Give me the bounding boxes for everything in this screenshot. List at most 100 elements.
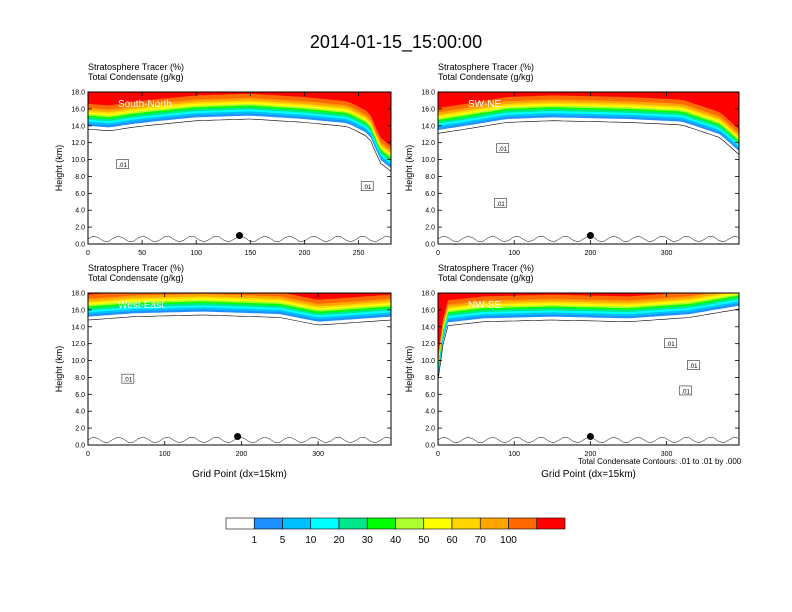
plot-frame bbox=[87, 292, 392, 446]
contour-label-box bbox=[121, 373, 135, 384]
y-tick-label: 18.0 bbox=[71, 291, 85, 298]
y-tick-label: 6.0 bbox=[425, 392, 435, 399]
x-tick-label: 150 bbox=[244, 250, 256, 257]
colorbar-label: 70 bbox=[475, 535, 487, 546]
y-axis-label: Height (km) bbox=[404, 145, 414, 192]
x-tick-label: 200 bbox=[585, 250, 597, 257]
contour-label: .01 bbox=[499, 147, 508, 153]
colorbar-label: 50 bbox=[418, 535, 430, 546]
y-axis-label: Height (km) bbox=[404, 346, 414, 393]
panel-3: Stratosphere Tracer (%)Total Condensate … bbox=[54, 263, 392, 480]
y-tick-label: 0.0 bbox=[75, 242, 85, 249]
x-tick-label: 200 bbox=[236, 451, 248, 458]
x-axis-label: Grid Point (dx=15km) bbox=[541, 469, 636, 480]
colorbar-swatch bbox=[253, 517, 283, 530]
y-tick-label: 10.0 bbox=[421, 358, 435, 365]
y-tick-label: 14.0 bbox=[421, 324, 435, 331]
colorbar-swatch bbox=[225, 517, 255, 530]
contour-label-box bbox=[687, 360, 700, 370]
y-tick-label: 18.0 bbox=[421, 90, 435, 97]
colorbar-swatch bbox=[338, 517, 368, 530]
y-tick-label: 10.0 bbox=[421, 157, 435, 164]
contour-label-box bbox=[496, 143, 510, 153]
condensate-contour bbox=[438, 308, 739, 381]
x-tick-label: 200 bbox=[299, 250, 311, 257]
x-tick-label: 0 bbox=[86, 451, 90, 458]
y-tick-label: 4.0 bbox=[75, 409, 85, 416]
y-tick-label: 0.0 bbox=[425, 443, 435, 450]
panel-4: Stratosphere Tracer (%)Total Condensate … bbox=[404, 263, 740, 480]
y-tick-label: 6.0 bbox=[425, 191, 435, 198]
colorbar-swatch bbox=[479, 517, 509, 530]
panel-header-tracer: Stratosphere Tracer (%) bbox=[88, 62, 184, 72]
tracer-field bbox=[438, 293, 739, 444]
y-tick-label: 4.0 bbox=[425, 208, 435, 215]
y-tick-label: 2.0 bbox=[425, 225, 435, 232]
x-tick-label: 0 bbox=[86, 250, 90, 257]
contour-label: .01 bbox=[118, 163, 127, 169]
panel-header-tracer: Stratosphere Tracer (%) bbox=[438, 62, 534, 72]
colorbar-label: 40 bbox=[390, 535, 402, 546]
y-axis-label: Height (km) bbox=[54, 145, 64, 192]
y-tick-label: 16.0 bbox=[71, 307, 85, 314]
x-tick-label: 100 bbox=[508, 250, 520, 257]
panel-label: West-East bbox=[118, 300, 164, 311]
y-tick-label: 10.0 bbox=[71, 358, 85, 365]
tracer-band bbox=[438, 293, 739, 360]
panel-header-condensate: Total Condensate (g/kg) bbox=[438, 273, 534, 283]
x-tick-label: 0 bbox=[436, 250, 440, 257]
x-tick-label: 0 bbox=[436, 451, 440, 458]
y-tick-label: 12.0 bbox=[421, 140, 435, 147]
y-tick-label: 0.0 bbox=[425, 242, 435, 249]
x-tick-label: 100 bbox=[508, 451, 520, 458]
colorbar-swatch bbox=[451, 517, 481, 530]
tracer-field bbox=[88, 293, 391, 444]
condensate-contour bbox=[88, 118, 391, 172]
panel-2: Stratosphere Tracer (%)Total Condensate … bbox=[404, 62, 740, 257]
colorbar-label: 20 bbox=[333, 535, 345, 546]
figure-title: 2014-01-15_15:00:00 bbox=[309, 32, 483, 52]
plot-frame bbox=[87, 91, 392, 245]
y-tick-label: 2.0 bbox=[425, 426, 435, 433]
plot-frame bbox=[437, 91, 740, 245]
colorbar-label: 30 bbox=[362, 535, 374, 546]
contour-label: .01 bbox=[666, 342, 675, 348]
colorbar-label: 1 bbox=[251, 535, 257, 546]
contour-label: .01 bbox=[124, 378, 133, 384]
condensate-contour bbox=[88, 314, 391, 326]
tracer-band bbox=[88, 293, 391, 300]
y-tick-label: 0.0 bbox=[75, 443, 85, 450]
contour-label-box bbox=[494, 198, 507, 208]
y-tick-label: 12.0 bbox=[71, 341, 85, 348]
colorbar-swatch bbox=[508, 517, 538, 530]
y-tick-label: 8.0 bbox=[425, 375, 435, 382]
y-tick-label: 6.0 bbox=[75, 191, 85, 198]
panel-1: Stratosphere Tracer (%)Total Condensate … bbox=[54, 62, 392, 257]
contour-label: .01 bbox=[681, 389, 690, 395]
x-tick-label: 300 bbox=[661, 451, 673, 458]
condensate-contour bbox=[438, 120, 739, 155]
tracer-field bbox=[88, 92, 391, 243]
colorbar-swatch bbox=[282, 517, 312, 530]
tracer-band bbox=[88, 92, 391, 146]
y-tick-label: 2.0 bbox=[75, 225, 85, 232]
panel-label: NW-SE bbox=[468, 300, 501, 311]
colorbar-label: 60 bbox=[446, 535, 458, 546]
x-tick-label: 200 bbox=[585, 451, 597, 458]
location-marker bbox=[234, 433, 242, 441]
y-tick-label: 14.0 bbox=[71, 324, 85, 331]
contour-label-box bbox=[679, 385, 692, 396]
panel-header-condensate: Total Condensate (g/kg) bbox=[88, 273, 184, 283]
y-tick-label: 6.0 bbox=[75, 392, 85, 399]
contour-footnote: Total Condensate Contours: .01 to .01 by… bbox=[578, 457, 742, 466]
y-tick-label: 10.0 bbox=[71, 157, 85, 164]
contour-label-box bbox=[360, 181, 374, 191]
tracer-band bbox=[438, 293, 739, 374]
location-marker bbox=[236, 232, 243, 240]
panel-header-tracer: Stratosphere Tracer (%) bbox=[438, 263, 534, 273]
colorbar: 1 5 10 20 30 40 50 60 70 100 bbox=[225, 517, 566, 546]
colorbar-swatch bbox=[366, 517, 396, 530]
colorbar-swatch bbox=[310, 517, 340, 530]
x-tick-label: 300 bbox=[661, 250, 673, 257]
